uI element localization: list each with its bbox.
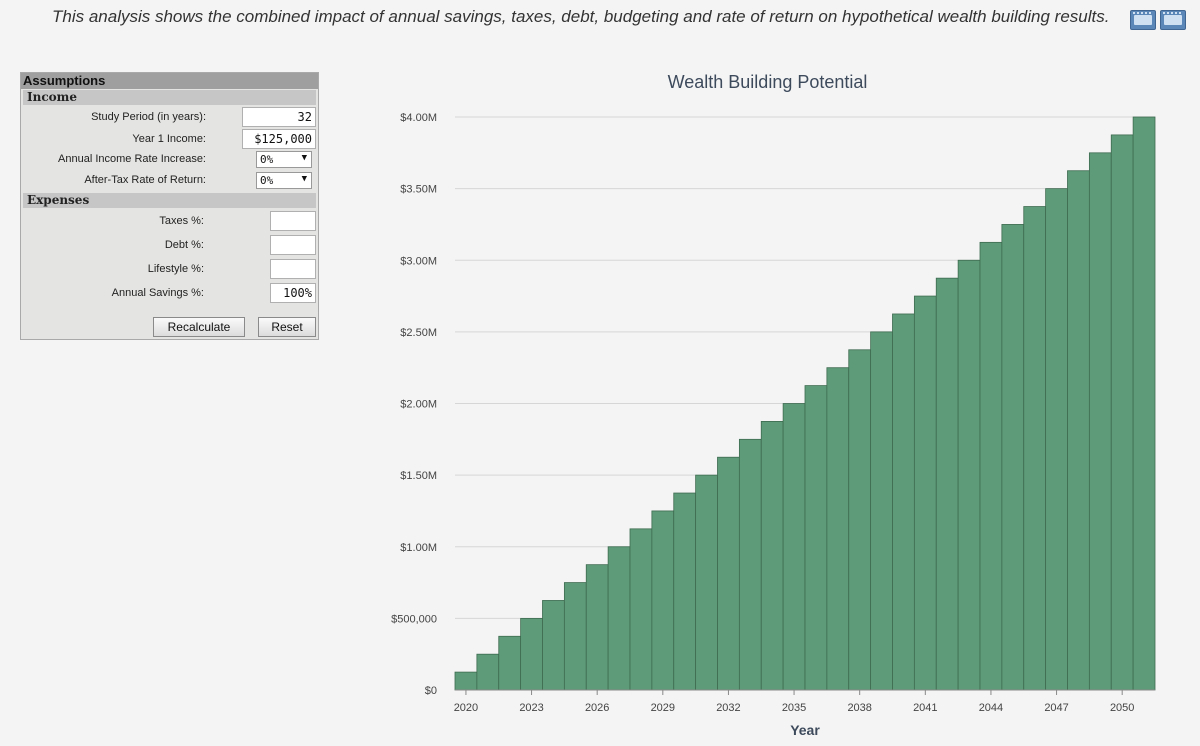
x-axis-ticks: 2020 2023 2026 2029 2032 2035 2038 2041 2044 2047… bbox=[454, 690, 1134, 714]
intro-text: This analysis shows the combined impact … bbox=[52, 7, 1110, 26]
income-header: Income bbox=[23, 90, 316, 105]
debt-label: Debt %: bbox=[164, 239, 204, 251]
chart-bars bbox=[454, 116, 1156, 691]
film-icon[interactable] bbox=[1130, 10, 1156, 30]
lifestyle-label: Lifestyle %: bbox=[147, 263, 204, 275]
y-tick-label: $3.00M bbox=[400, 255, 437, 267]
bar-2025[interactable] bbox=[563, 582, 587, 691]
x-tick-label: 2029 bbox=[651, 702, 675, 714]
y-tick-label: $0 bbox=[425, 685, 437, 697]
bar-2032[interactable] bbox=[717, 456, 740, 691]
bar-2036[interactable] bbox=[804, 385, 828, 691]
bar-2038[interactable] bbox=[848, 349, 872, 691]
recalculate-button[interactable]: Recalculate bbox=[153, 317, 245, 337]
assumptions-panel: Assumptions Income Study Period (in year… bbox=[20, 72, 319, 340]
bar-2044[interactable] bbox=[979, 241, 1003, 691]
bar-2050[interactable] bbox=[1110, 134, 1134, 691]
y-tick-label: $4.00M bbox=[400, 112, 437, 124]
bar-2029[interactable] bbox=[651, 510, 675, 691]
assumptions-title: Assumptions bbox=[21, 73, 318, 89]
bar-2033[interactable] bbox=[738, 438, 762, 691]
year1-income-row: Year 1 Income: $125,000 bbox=[21, 128, 318, 150]
x-tick-label: 2050 bbox=[1110, 702, 1134, 714]
x-tick-label: 2047 bbox=[1044, 702, 1068, 714]
lifestyle-row: Lifestyle %: bbox=[21, 257, 318, 281]
y-tick-label: $2.00M bbox=[400, 399, 437, 411]
bar-2024[interactable] bbox=[542, 600, 565, 691]
reset-button[interactable]: Reset bbox=[258, 317, 316, 337]
return-rate-value: 0% bbox=[260, 174, 274, 187]
x-tick-label: 2041 bbox=[913, 702, 937, 714]
bar-2034[interactable] bbox=[760, 421, 784, 691]
bar-2039[interactable] bbox=[870, 331, 893, 691]
savings-label: Annual Savings %: bbox=[111, 287, 204, 299]
bar-2049[interactable] bbox=[1088, 152, 1112, 691]
year1-income-label: Year 1 Income: bbox=[132, 133, 206, 145]
bar-2051[interactable] bbox=[1132, 116, 1156, 691]
bar-2028[interactable] bbox=[629, 528, 653, 691]
income-rate-label: Annual Income Rate Increase: bbox=[58, 153, 206, 165]
return-rate-label: After-Tax Rate of Return: bbox=[84, 174, 206, 186]
x-tick-label: 2023 bbox=[519, 702, 543, 714]
year1-income-input[interactable]: $125,000 bbox=[242, 129, 316, 149]
taxes-label: Taxes %: bbox=[159, 215, 204, 227]
x-tick-label: 2035 bbox=[782, 702, 806, 714]
bar-2043[interactable] bbox=[957, 259, 981, 691]
bar-2031[interactable] bbox=[695, 474, 718, 691]
return-rate-row: After-Tax Rate of Return: 0% ▼ bbox=[21, 171, 318, 192]
study-period-label: Study Period (in years): bbox=[91, 111, 206, 123]
dropdown-arrow-icon: ▼ bbox=[301, 153, 307, 163]
taxes-input[interactable] bbox=[270, 211, 316, 231]
lifestyle-input[interactable] bbox=[270, 259, 316, 279]
dropdown-arrow-icon: ▼ bbox=[301, 174, 307, 184]
bar-2026[interactable] bbox=[585, 564, 609, 691]
savings-row: Annual Savings %: 100% bbox=[21, 281, 318, 305]
study-period-row: Study Period (in years): 32 bbox=[21, 106, 318, 128]
bar-2037[interactable] bbox=[826, 367, 850, 691]
y-tick-label: $500,000 bbox=[391, 613, 437, 625]
y-tick-label: $1.50M bbox=[400, 470, 437, 482]
bar-2027[interactable] bbox=[607, 546, 631, 691]
y-axis-ticks: $0 $500,000 $1.00M $1.50M $2.00M $2.50M $3.00M… bbox=[391, 112, 437, 697]
bar-2046[interactable] bbox=[1023, 206, 1047, 691]
study-period-input[interactable]: 32 bbox=[242, 107, 316, 127]
x-tick-label: 2020 bbox=[454, 702, 478, 714]
bar-2045[interactable] bbox=[1001, 224, 1025, 691]
bar-2048[interactable] bbox=[1067, 170, 1090, 691]
bar-2022[interactable] bbox=[498, 635, 522, 691]
bar-2021[interactable] bbox=[476, 653, 500, 691]
income-rate-select[interactable]: 0% ▼ bbox=[256, 151, 312, 168]
debt-input[interactable] bbox=[270, 235, 316, 255]
savings-input[interactable]: 100% bbox=[270, 283, 316, 303]
y-tick-label: $3.50M bbox=[400, 184, 437, 196]
expenses-header: Expenses bbox=[23, 193, 316, 208]
income-rate-row: Annual Income Rate Increase: 0% ▼ bbox=[21, 150, 318, 171]
y-tick-label: $2.50M bbox=[400, 327, 437, 339]
bar-2042[interactable] bbox=[935, 277, 959, 691]
film-icon[interactable] bbox=[1160, 10, 1186, 30]
corner-icons bbox=[1130, 10, 1186, 30]
y-tick-label: $1.00M bbox=[400, 542, 437, 554]
bar-2030[interactable] bbox=[673, 492, 697, 691]
bar-2047[interactable] bbox=[1045, 188, 1068, 691]
debt-row: Debt %: bbox=[21, 233, 318, 257]
return-rate-select[interactable]: 0% ▼ bbox=[256, 172, 312, 189]
chart-title: Wealth Building Potential bbox=[667, 72, 868, 92]
bar-2020[interactable] bbox=[454, 671, 478, 691]
bar-2040[interactable] bbox=[892, 313, 915, 691]
x-axis-label: Year bbox=[790, 722, 820, 738]
bar-2023[interactable] bbox=[520, 617, 543, 691]
taxes-row: Taxes %: bbox=[21, 209, 318, 233]
x-tick-label: 2038 bbox=[847, 702, 871, 714]
bar-2035[interactable] bbox=[782, 403, 806, 691]
x-tick-label: 2032 bbox=[716, 702, 740, 714]
income-rate-value: 0% bbox=[260, 153, 274, 166]
x-tick-label: 2044 bbox=[979, 702, 1003, 714]
x-tick-label: 2026 bbox=[585, 702, 609, 714]
bar-2041[interactable] bbox=[913, 295, 937, 691]
